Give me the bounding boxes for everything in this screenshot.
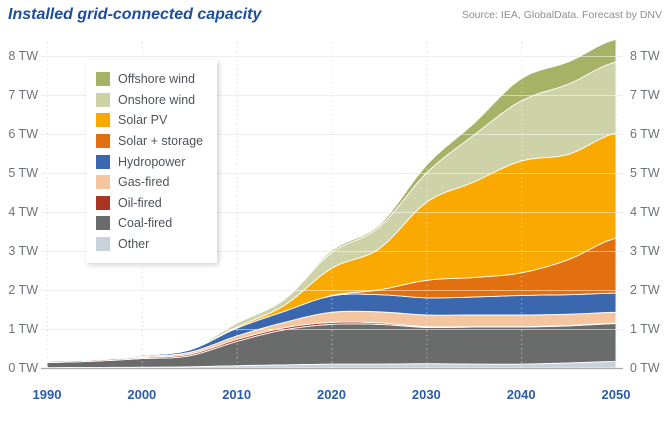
y-tick-label: 7 TW: [8, 88, 38, 102]
legend-label: Hydropower: [118, 154, 186, 169]
legend-item: Other: [96, 234, 203, 255]
legend-swatch: [96, 216, 110, 231]
legend-swatch: [96, 175, 110, 190]
x-tick-label: 2030: [411, 387, 441, 402]
x-tick-label: 2020: [317, 387, 346, 402]
legend-label: Other: [118, 237, 150, 252]
x-tick-label: 2010: [222, 387, 252, 402]
y-tick-label: 6 TW: [8, 127, 38, 141]
y-tick-label: 2 TW: [8, 283, 38, 297]
legend-swatch: [96, 195, 110, 210]
source-note: Source: IEA, GlobalData. Forecast by DNV: [461, 9, 662, 21]
legend-label: Solar PV: [118, 113, 168, 128]
x-tick-label: 2050: [601, 387, 631, 402]
legend-item: Offshore wind: [96, 69, 203, 90]
y-tick-label: 5 TW: [8, 166, 38, 180]
legend-item: Solar PV: [96, 110, 203, 131]
legend-label: Solar + storage: [118, 134, 204, 149]
y-tick-label: 3 TW: [630, 244, 660, 258]
y-tick-label: 2 TW: [630, 283, 660, 297]
legend-label: Onshore wind: [118, 92, 196, 107]
legend-label: Oil-fired: [118, 195, 162, 210]
legend-swatch: [96, 72, 110, 87]
legend-swatch: [96, 154, 110, 169]
legend-swatch: [96, 237, 110, 252]
y-tick-label: 3 TW: [8, 244, 38, 258]
y-tick-label: 1 TW: [8, 322, 38, 336]
legend-label: Gas-fired: [118, 175, 170, 190]
y-tick-label: 8 TW: [8, 49, 38, 63]
y-tick-label: 1 TW: [630, 322, 660, 336]
legend-item: Coal-fired: [96, 213, 203, 234]
y-tick-label: 4 TW: [8, 205, 38, 219]
area-band-offshore-wind: [46, 38, 617, 361]
legend-label: Coal-fired: [118, 216, 173, 231]
legend-label: Offshore wind: [118, 72, 195, 87]
y-tick-label: 7 TW: [630, 88, 660, 102]
page-title: Installed grid-connected capacity: [8, 6, 262, 23]
legend-swatch: [96, 92, 110, 107]
y-tick-label: 6 TW: [630, 127, 660, 141]
x-tick-label: 1990: [32, 387, 62, 402]
legend-item: Oil-fired: [96, 193, 203, 214]
legend-item: Onshore wind: [96, 90, 203, 111]
legend-item: Gas-fired: [96, 172, 203, 193]
x-tick-label: 2040: [506, 387, 536, 402]
legend-swatch: [96, 113, 110, 128]
y-tick-label: 5 TW: [630, 166, 660, 180]
legend-item: Hydropower: [96, 151, 203, 172]
legend-item: Solar + storage: [96, 131, 203, 152]
x-tick-label: 2000: [127, 387, 157, 402]
legend: Offshore wind Onshore wind Solar PV Solar +…: [86, 60, 218, 264]
y-tick-label: 0 TW: [8, 361, 38, 375]
y-tick-label: 8 TW: [630, 49, 660, 63]
y-tick-label: 4 TW: [630, 205, 660, 219]
legend-swatch: [96, 134, 110, 149]
y-tick-label: 0 TW: [630, 361, 660, 375]
